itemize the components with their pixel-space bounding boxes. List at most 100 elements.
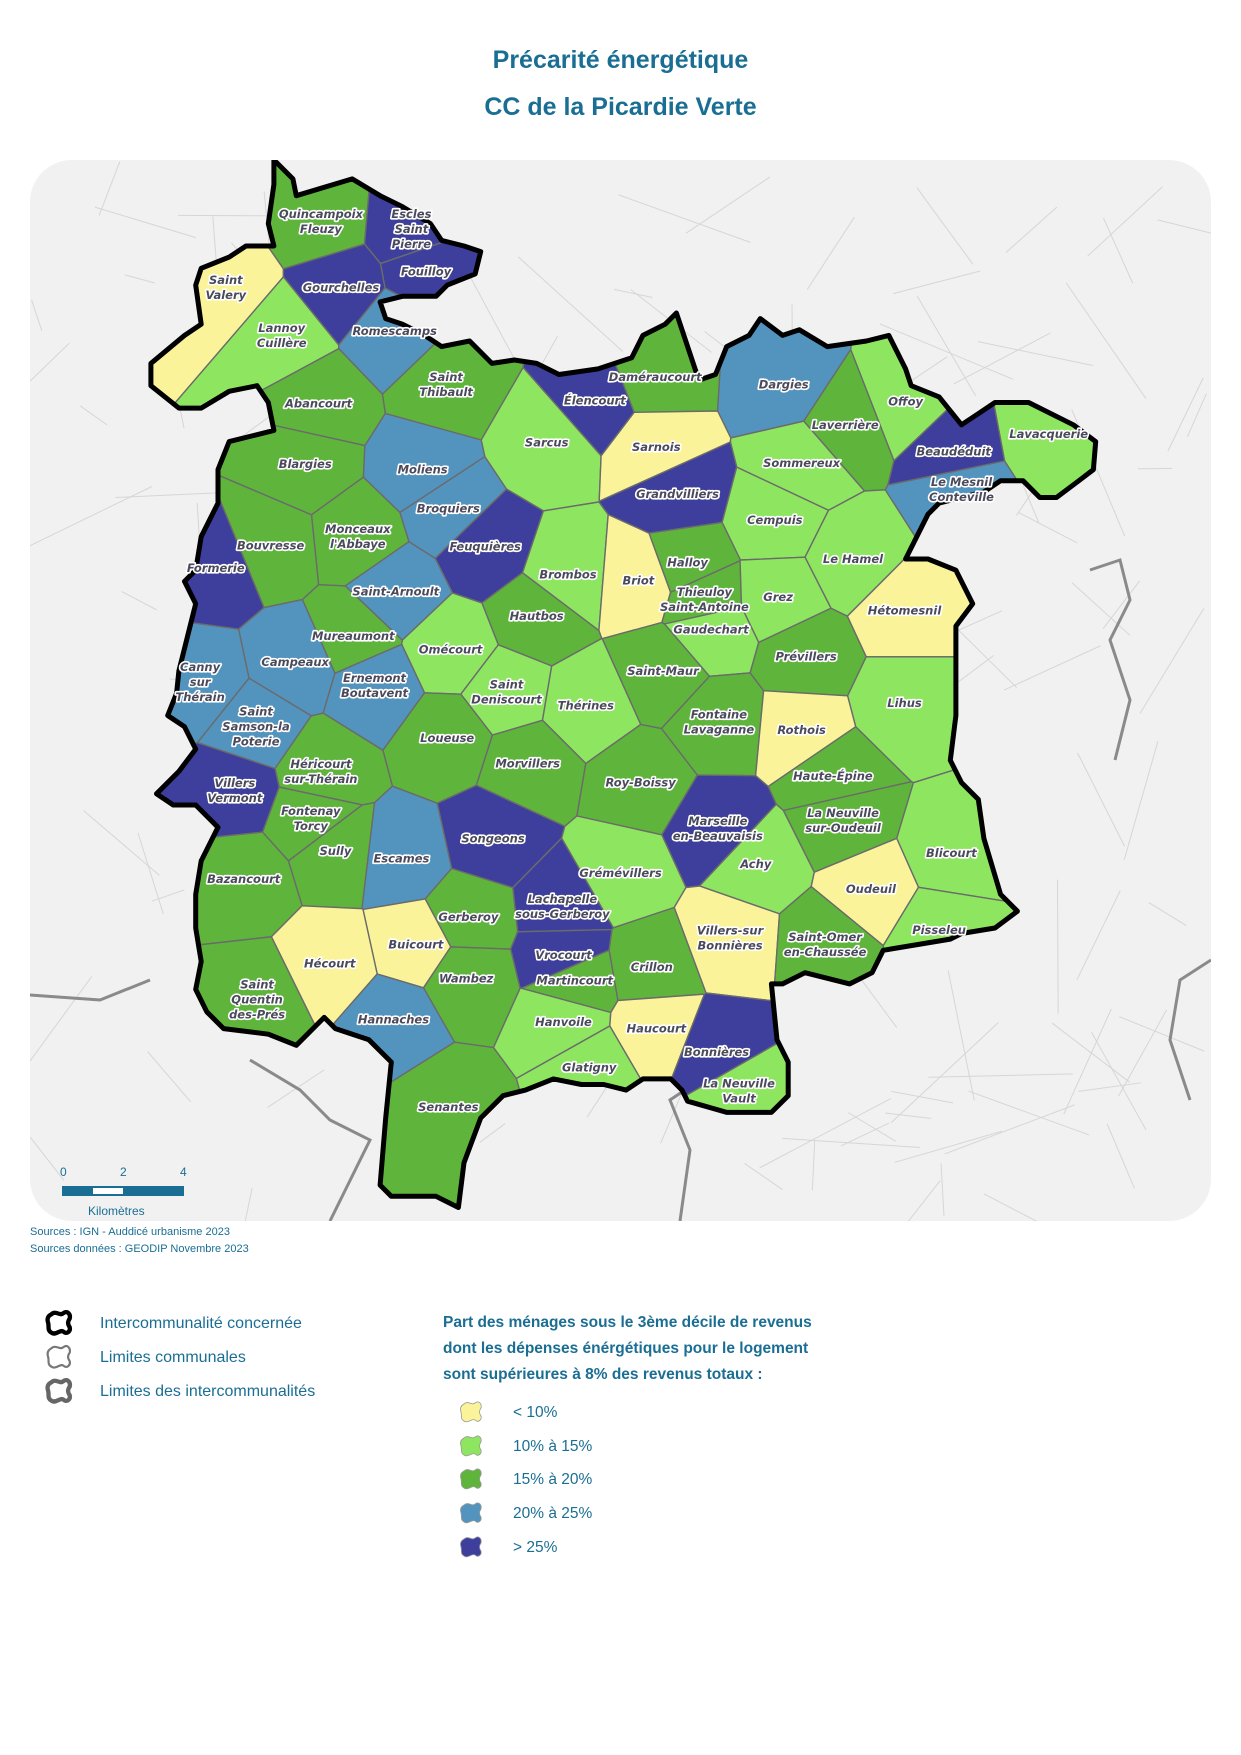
commune-label-line: Sarnois <box>632 440 681 454</box>
basemap-road <box>983 1193 1110 1221</box>
basemap-road <box>782 1137 920 1148</box>
commune-label-line: sous-Gerberoy <box>515 907 610 921</box>
commune-label: Bouvresse <box>237 539 305 553</box>
commune-label-line: Brombos <box>539 568 596 582</box>
commune-label-line: Sommereux <box>763 456 841 470</box>
commune-label: Brombos <box>539 568 596 582</box>
basemap-road <box>916 295 977 397</box>
commune-label-line: Lavacquerie <box>1009 427 1088 441</box>
commune-label: Blargies <box>279 457 332 471</box>
commune-label-line: Cuillère <box>257 336 307 350</box>
commune-label: Fontaine Lavaganne <box>684 708 755 737</box>
commune-label-line: Villers-sur <box>697 924 765 938</box>
basemap-road <box>1018 512 1078 544</box>
commune-label-line: Boutavent <box>341 686 409 700</box>
commune-label: Wambez <box>439 971 494 985</box>
commune-label-line: Senantes <box>418 1100 479 1114</box>
commune-label-line: Songeons <box>461 832 524 846</box>
basemap-road <box>1051 1022 1130 1083</box>
commune-label-line: Saint <box>490 678 524 692</box>
commune-label-line: l'Abbaye <box>330 537 386 551</box>
commune-label-line: Morvillers <box>495 757 560 771</box>
basemap-road <box>83 810 160 876</box>
basemap-road <box>947 970 975 1101</box>
commune-label-line: Bonnières <box>698 939 763 953</box>
commune-label: Saint-Omer en-Chaussée <box>784 930 867 959</box>
commune-label-line: Wambez <box>439 971 494 985</box>
basemap-road <box>1157 219 1211 236</box>
commune-label-line: Briot <box>623 573 655 587</box>
commune-label: La Neuville sur-Oudeuil <box>805 806 882 835</box>
commune-label: Hécourt <box>304 957 356 971</box>
commune-label: Bazancourt <box>207 872 281 886</box>
basemap-road <box>1137 467 1173 470</box>
commune-label-line: Dargies <box>759 378 809 392</box>
commune-label-line: sur-Oudeuil <box>805 821 882 835</box>
commune-label-line: Hautbos <box>510 609 564 623</box>
basemap-road <box>860 978 898 1028</box>
commune-label-line: Abancourt <box>284 397 353 411</box>
commune-label-line: Mureaumont <box>312 629 395 643</box>
commune-label-line: Thérines <box>558 699 614 713</box>
basemap-road <box>613 288 653 299</box>
legend-title-line: dont les dépenses énérgétiques pour le l… <box>443 1340 809 1357</box>
basemap-road <box>30 342 70 428</box>
basemap-road <box>916 187 974 265</box>
basemap-road <box>137 832 164 915</box>
commune-label-line: Canny <box>180 660 221 674</box>
sources-line: Sources : IGN - Auddicé urbanisme 2023 <box>30 1226 230 1238</box>
commune-label: Grémévillers <box>579 866 661 880</box>
legend-class-label: < 10% <box>513 1404 558 1421</box>
legend-boundary-label: Limites des intercommunalités <box>100 1383 316 1400</box>
commune-label: Campeaux <box>261 655 329 669</box>
commune-label-line: Grez <box>763 590 793 604</box>
commune-label: Songeons <box>461 832 524 846</box>
commune-label-line: Escames <box>373 852 429 866</box>
commune-label-line: Crillon <box>631 960 673 974</box>
commune-label: Gaudechart <box>673 622 749 636</box>
commune-label: Pisseleu <box>912 923 966 937</box>
commune-label: Omécourt <box>419 643 483 657</box>
commune-label-line: Bazancourt <box>207 872 281 886</box>
basemap-road <box>94 206 197 239</box>
commune-label-line: Pisseleu <box>912 923 966 937</box>
commune-label-line: Achy <box>739 857 772 871</box>
commune-label: Thérines <box>558 699 614 713</box>
commune-label-line: Rothois <box>777 723 826 737</box>
commune-label-line: Conteville <box>929 490 994 504</box>
basemap-road <box>147 1051 192 1103</box>
commune-label-line: Hétomesnil <box>868 603 943 617</box>
commune-label: Blicourt <box>926 846 977 860</box>
commune-label-line: Daméraucourt <box>609 370 702 384</box>
commune-label: Monceaux l'Abbaye <box>325 522 391 551</box>
legend-title-line: Part des ménages sous le 3ème décile de … <box>443 1314 812 1331</box>
commune-label-line: Gourchelles <box>303 280 380 294</box>
commune-label-line: sur <box>190 675 212 689</box>
legend-class-item: 10% à 15% <box>455 1434 592 1460</box>
basemap-road <box>1077 752 1126 847</box>
scale-tick-2: 2 <box>120 1165 127 1179</box>
commune-label: Grez <box>763 590 793 604</box>
commune-label-line: Vermont <box>207 791 263 805</box>
commune-label-line: Lavaganne <box>684 723 755 737</box>
commune-label: Martincourt <box>536 974 613 988</box>
commune-label: Gourchelles <box>303 280 380 294</box>
commune-label: Mureaumont <box>312 629 395 643</box>
commune-label-line: Saint <box>209 273 243 287</box>
commune-label: Fouilloy <box>401 265 452 279</box>
commune-label: Sarcus <box>525 436 569 450</box>
legend-class-label: > 25% <box>513 1538 558 1556</box>
commune-label-line: Thérain <box>175 690 224 704</box>
basemap-road <box>121 591 157 611</box>
basemap-road <box>848 1112 896 1142</box>
commune-label-line: Fontaine <box>691 708 747 722</box>
commune-label: Senantes <box>418 1100 479 1114</box>
basemap-road <box>1078 1082 1142 1092</box>
commune-label: Formerie <box>187 561 245 575</box>
commune-label-line: Torcy <box>294 819 329 833</box>
commune-label-line: Romescamps <box>352 324 437 338</box>
commune-label-line: Grémévillers <box>579 866 661 880</box>
commune-label-line: Glatigny <box>562 1061 617 1075</box>
commune-label: Hautbos <box>510 609 564 623</box>
legend-boundary-item: Intercommunalité concernée <box>42 1310 302 1338</box>
